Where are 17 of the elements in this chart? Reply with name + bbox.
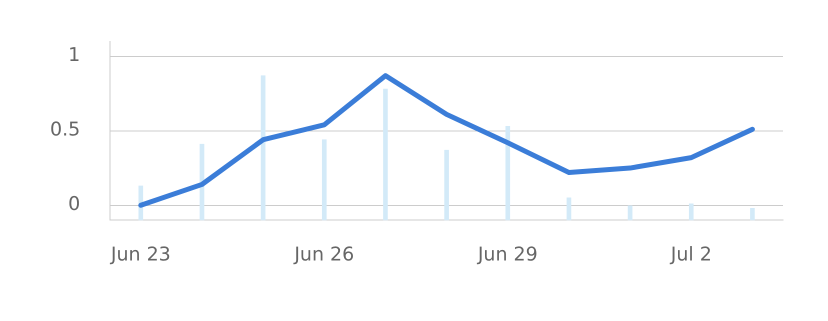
y-tick-label: 1 bbox=[68, 44, 80, 66]
bar bbox=[628, 205, 632, 220]
y-tick-label: 0.5 bbox=[50, 118, 80, 141]
x-tick-label: Jul 2 bbox=[670, 244, 712, 266]
bar bbox=[260, 75, 266, 220]
bar bbox=[444, 150, 449, 220]
x-tick-label: Jun 23 bbox=[110, 244, 171, 266]
bar bbox=[322, 139, 327, 220]
bar bbox=[383, 88, 388, 220]
bar bbox=[688, 203, 694, 220]
bar bbox=[505, 126, 510, 220]
x-tick-label: Jun 26 bbox=[293, 244, 354, 266]
x-tick-label: Jun 29 bbox=[476, 244, 538, 266]
y-tick-label: 0 bbox=[68, 193, 80, 216]
bar bbox=[200, 144, 204, 220]
bar bbox=[750, 208, 755, 220]
bar bbox=[566, 198, 572, 220]
